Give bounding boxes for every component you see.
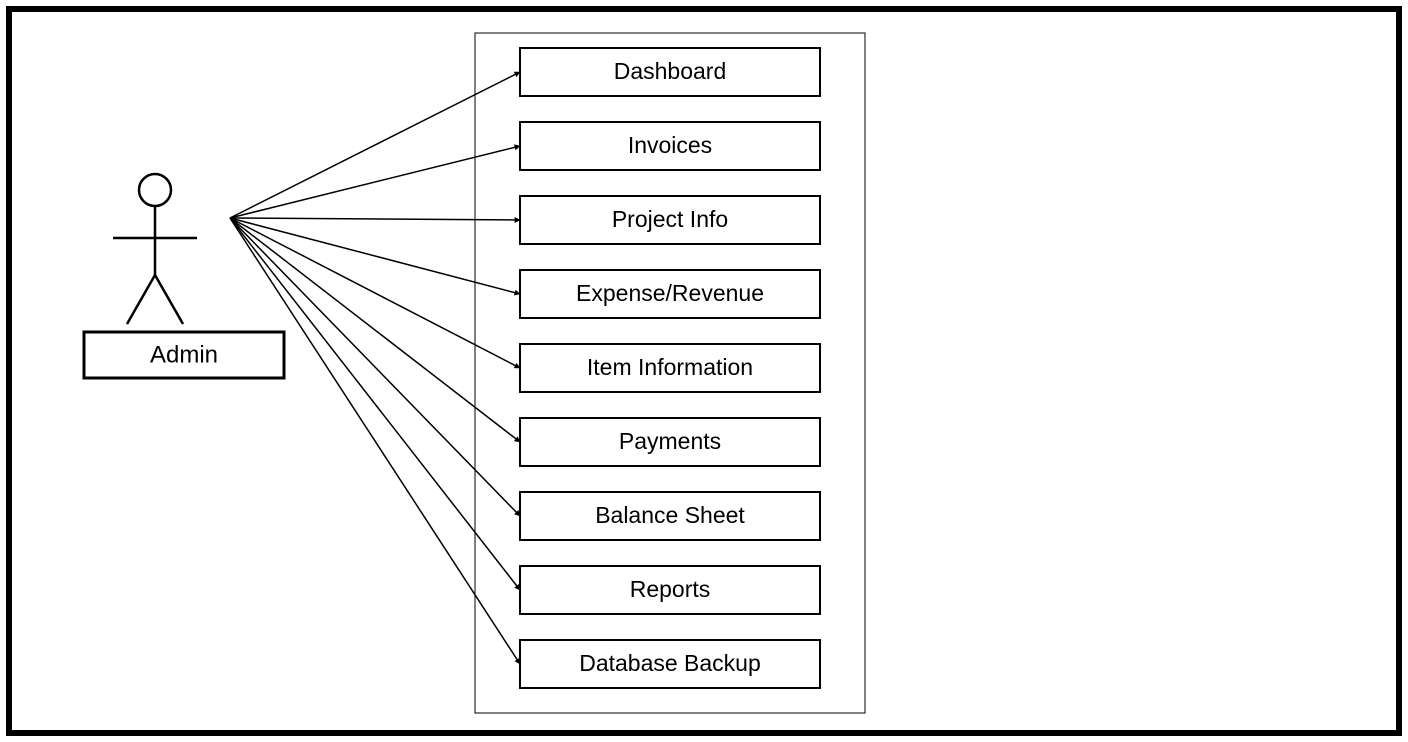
actor-head-icon: [139, 174, 171, 206]
usecase-label: Reports: [630, 576, 711, 602]
usecase-label: Expense/Revenue: [576, 280, 764, 306]
usecase-box: Dashboard: [520, 48, 820, 96]
actor-label: Admin: [150, 341, 218, 368]
usecase-label: Payments: [619, 428, 721, 454]
usecase-box: Reports: [520, 566, 820, 614]
usecase-label: Dashboard: [614, 58, 727, 84]
actor-label-box: Admin: [84, 332, 284, 378]
usecase-box: Expense/Revenue: [520, 270, 820, 318]
usecase-box: Invoices: [520, 122, 820, 170]
usecase-label: Item Information: [587, 354, 753, 380]
usecase-label: Invoices: [628, 132, 712, 158]
usecase-box: Balance Sheet: [520, 492, 820, 540]
usecase-box: Project Info: [520, 196, 820, 244]
usecase-label: Database Backup: [579, 650, 761, 676]
usecase-box: Item Information: [520, 344, 820, 392]
usecase-box: Database Backup: [520, 640, 820, 688]
usecase-label: Project Info: [612, 206, 728, 232]
usecase-label: Balance Sheet: [595, 502, 745, 528]
usecase-box: Payments: [520, 418, 820, 466]
